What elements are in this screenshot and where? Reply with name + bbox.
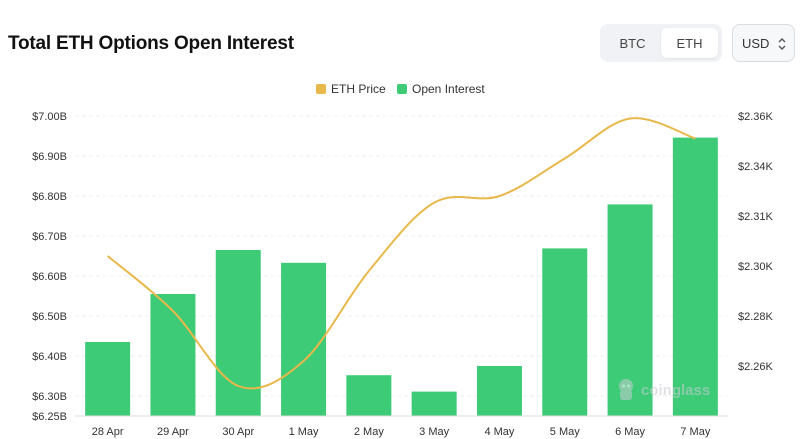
x-tick-label: 2 May — [354, 426, 384, 438]
legend-label[interactable]: Open Interest — [412, 82, 485, 96]
x-tick-label: 4 May — [484, 426, 514, 438]
sort-chevron-icon — [778, 38, 786, 50]
page-title: Total ETH Options Open Interest — [8, 33, 294, 54]
x-tick-label: 29 Apr — [157, 426, 189, 438]
watermark-text: coinglass — [641, 381, 711, 399]
eth-toggle-button[interactable]: ETH — [661, 28, 718, 58]
eth-price-line[interactable] — [107, 117, 696, 390]
left-tick-label: $6.90B — [32, 151, 67, 163]
left-tick-label: $6.40B — [32, 351, 67, 363]
right-tick-label: $2.30K — [738, 261, 774, 273]
x-tick-label: 7 May — [680, 426, 710, 438]
left-tick-label: $7.00B — [32, 111, 67, 123]
right-tick-label: $2.28K — [738, 311, 774, 323]
left-tick-label: $6.30B — [32, 391, 67, 403]
open-interest-bar[interactable] — [85, 342, 131, 416]
x-tick-label: 1 May — [289, 426, 319, 438]
x-tick-label: 3 May — [419, 426, 449, 438]
x-tick-label: 5 May — [550, 426, 580, 438]
x-tick-label: 28 Apr — [92, 426, 124, 438]
open-interest-bar[interactable] — [281, 262, 327, 416]
open-interest-bar[interactable] — [672, 137, 718, 416]
right-tick-label: $2.31K — [738, 211, 774, 223]
watermark: coinglass — [615, 377, 710, 403]
open-interest-bar[interactable] — [411, 391, 457, 416]
open-interest-bar[interactable] — [476, 366, 522, 416]
open-interest-bar[interactable] — [150, 294, 196, 416]
legend-swatch — [397, 84, 407, 94]
right-tick-label: $2.26K — [738, 361, 774, 373]
right-tick-label: $2.36K — [738, 111, 774, 123]
x-tick-label: 6 May — [615, 426, 645, 438]
currency-value: USD — [742, 35, 770, 51]
open-interest-bar[interactable] — [215, 250, 261, 416]
btc-toggle-button[interactable]: BTC — [619, 35, 646, 51]
right-tick-label: $2.34K — [738, 161, 774, 173]
legend-swatch — [316, 84, 326, 94]
currency-select[interactable]: USD — [732, 24, 795, 62]
asset-toggle: BTC ETH — [600, 24, 722, 62]
left-tick-label: $6.25B — [32, 411, 67, 423]
left-tick-label: $6.60B — [32, 271, 67, 283]
open-interest-bar[interactable] — [346, 375, 392, 416]
left-tick-label: $6.50B — [32, 311, 67, 323]
left-tick-label: $6.70B — [32, 231, 67, 243]
legend-label[interactable]: ETH Price — [331, 82, 386, 96]
coinglass-logo-icon — [619, 379, 633, 400]
open-interest-bar[interactable] — [542, 248, 588, 416]
left-tick-label: $6.80B — [32, 191, 67, 203]
x-tick-label: 30 Apr — [222, 426, 254, 438]
